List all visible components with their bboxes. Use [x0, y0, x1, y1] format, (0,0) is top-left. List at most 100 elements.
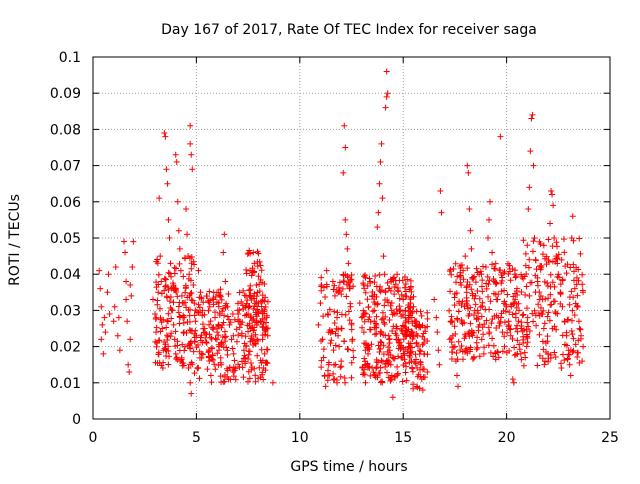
- data-point: [318, 274, 325, 281]
- data-point: [507, 326, 514, 333]
- data-point: [420, 330, 427, 337]
- data-point: [511, 344, 518, 351]
- axis-ticks: 0 5 10 15 20 25 0 0.01 0.02 0.03 0.04 0.05 0.06 0.07 0…: [50, 50, 619, 446]
- data-point: [486, 277, 493, 284]
- data-point: [533, 266, 540, 273]
- data-point: [225, 291, 232, 298]
- data-point: [242, 333, 249, 340]
- data-point: [217, 286, 224, 293]
- data-point: [318, 283, 325, 290]
- data-point: [323, 267, 330, 274]
- data-point: [358, 314, 365, 321]
- data-point: [205, 349, 212, 356]
- data-point: [317, 300, 324, 307]
- data-point: [187, 361, 194, 368]
- data-point: [364, 296, 371, 303]
- data-point: [550, 202, 557, 209]
- data-point: [564, 356, 571, 363]
- data-point: [452, 279, 459, 286]
- data-point: [210, 326, 217, 333]
- data-point: [536, 331, 543, 338]
- data-point: [394, 363, 401, 370]
- data-point: [197, 289, 204, 296]
- data-point: [576, 235, 583, 242]
- data-point: [530, 238, 537, 245]
- data-point: [472, 279, 479, 286]
- data-point: [541, 320, 548, 327]
- data-point: [412, 351, 419, 358]
- data-point: [547, 220, 554, 227]
- data-point: [542, 358, 549, 365]
- data-point: [208, 379, 215, 386]
- data-point: [437, 187, 444, 194]
- data-point: [264, 332, 271, 339]
- data-point: [522, 250, 529, 257]
- data-point: [369, 288, 376, 295]
- data-point: [535, 310, 542, 317]
- data-point: [520, 362, 527, 369]
- data-point: [153, 258, 160, 265]
- data-point: [417, 308, 424, 315]
- data-point: [569, 348, 576, 355]
- data-point: [114, 332, 121, 339]
- data-point: [239, 319, 246, 326]
- data-point: [251, 295, 258, 302]
- data-point: [361, 285, 368, 292]
- data-point: [212, 314, 219, 321]
- data-point: [467, 227, 474, 234]
- data-point: [560, 351, 567, 358]
- data-point: [417, 324, 424, 331]
- data-point: [471, 273, 478, 280]
- data-point: [376, 349, 383, 356]
- data-point: [465, 169, 472, 176]
- data-point: [377, 288, 384, 295]
- data-point: [467, 346, 474, 353]
- data-point: [481, 344, 488, 351]
- data-point: [543, 349, 550, 356]
- data-point: [178, 354, 185, 361]
- data-point: [168, 315, 175, 322]
- data-point: [541, 255, 548, 262]
- data-point: [192, 307, 199, 314]
- data-point: [129, 263, 136, 270]
- data-point: [571, 268, 578, 275]
- data-point: [515, 300, 522, 307]
- data-point: [102, 329, 109, 336]
- data-point: [495, 291, 502, 298]
- data-point: [341, 122, 348, 129]
- data-point: [361, 309, 368, 316]
- data-point: [551, 283, 558, 290]
- data-point: [325, 359, 332, 366]
- data-point: [553, 326, 560, 333]
- data-point: [539, 311, 546, 318]
- data-point: [215, 299, 222, 306]
- data-point: [380, 253, 387, 260]
- data-point: [572, 341, 579, 348]
- data-point: [470, 312, 477, 319]
- data-point: [346, 317, 353, 324]
- data-point: [540, 346, 547, 353]
- data-point: [485, 342, 492, 349]
- data-point: [155, 337, 162, 344]
- data-point: [507, 277, 514, 284]
- data-point: [212, 366, 219, 373]
- data-point: [385, 285, 392, 292]
- data-point: [325, 311, 332, 318]
- data-point: [576, 325, 583, 332]
- data-point: [211, 361, 218, 368]
- data-point: [398, 313, 405, 320]
- data-point: [490, 342, 497, 349]
- data-point: [522, 291, 529, 298]
- data-point: [514, 291, 521, 298]
- data-point: [207, 318, 214, 325]
- data-point: [451, 302, 458, 309]
- data-point: [383, 369, 390, 376]
- data-point: [261, 350, 268, 357]
- data-point: [458, 318, 465, 325]
- data-point: [561, 341, 568, 348]
- data-point: [377, 328, 384, 335]
- data-point: [195, 341, 202, 348]
- data-point: [380, 315, 387, 322]
- data-point: [407, 349, 414, 356]
- data-point: [476, 295, 483, 302]
